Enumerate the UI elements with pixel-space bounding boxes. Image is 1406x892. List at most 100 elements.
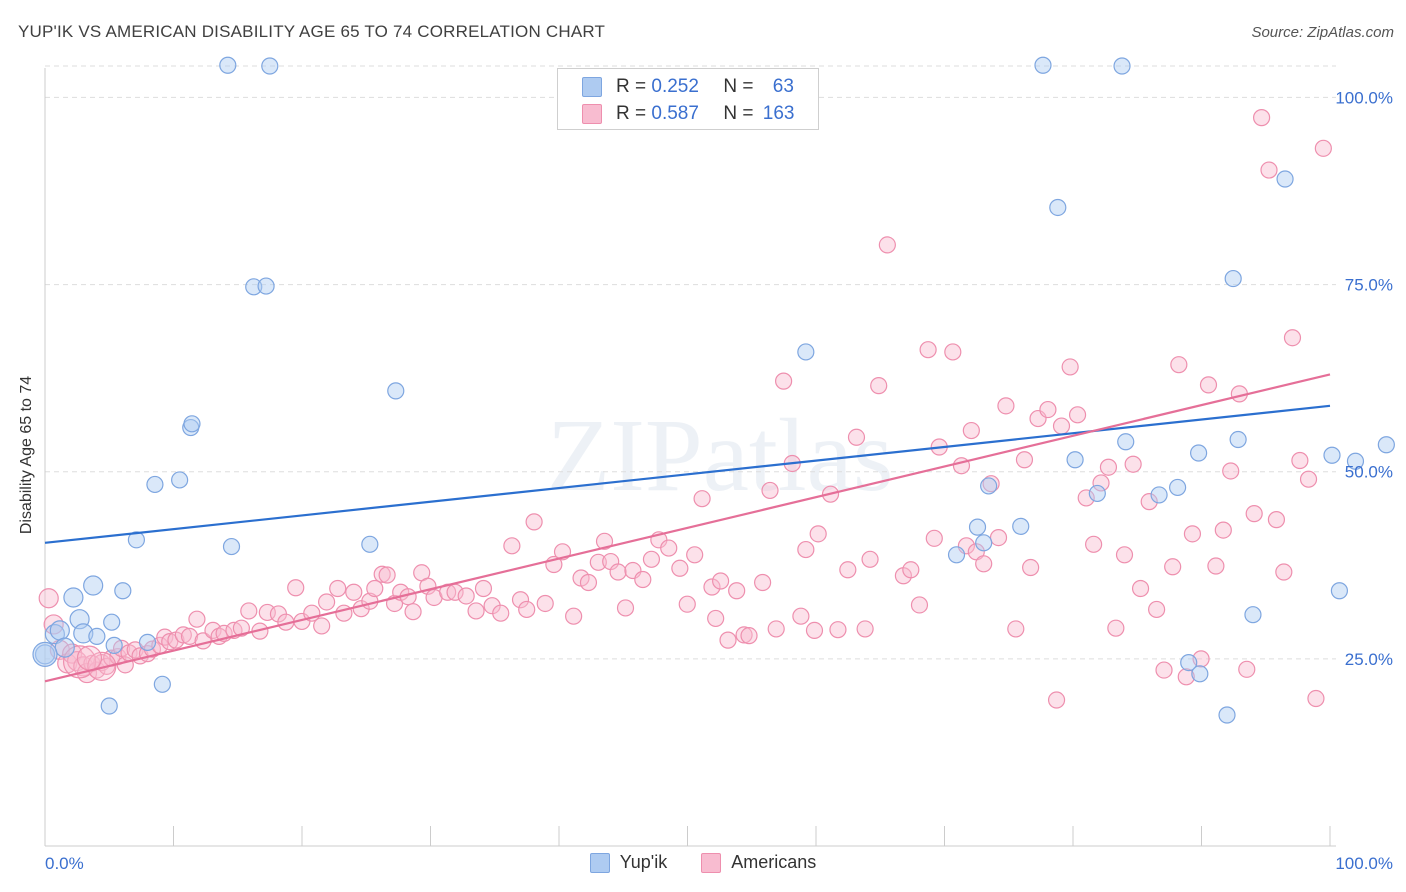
american-point: [1214, 521, 1232, 539]
american-point: [536, 594, 554, 613]
american-point: [1015, 451, 1034, 469]
american-point: [366, 579, 384, 598]
yupik-point: [146, 475, 164, 494]
american-point: [404, 603, 422, 621]
yupik-point: [1169, 478, 1187, 497]
legend-r-label: R =: [616, 103, 652, 124]
american-point: [989, 528, 1008, 547]
american-point: [703, 578, 721, 596]
yupik-point: [387, 382, 405, 400]
american-point: [589, 553, 607, 571]
american-point: [1199, 376, 1218, 394]
yupik-swatch: [582, 77, 602, 97]
american-point: [373, 565, 391, 583]
legend-r-label: R =: [616, 76, 652, 97]
americans-swatch: [582, 104, 602, 124]
american-point: [161, 633, 179, 651]
yupik-point: [1190, 444, 1208, 462]
yupik-point: [261, 57, 279, 75]
yupik-point: [171, 471, 189, 489]
legend-r-value: 0.252: [651, 76, 699, 97]
american-point: [1022, 558, 1040, 577]
american-point: [1245, 505, 1263, 523]
american-point: [1283, 329, 1302, 347]
legend-n-label: N =: [723, 103, 759, 124]
american-point: [767, 620, 785, 638]
american-point: [910, 596, 929, 614]
yupik-point: [100, 697, 118, 715]
yupik-point: [968, 518, 987, 536]
american-point: [1291, 451, 1309, 470]
american-point: [1047, 691, 1066, 709]
american-point: [1085, 535, 1103, 553]
yupik-point: [1180, 653, 1198, 672]
american-point: [240, 602, 258, 620]
american-point: [1314, 139, 1332, 157]
american-point: [735, 626, 753, 644]
american-point: [329, 579, 347, 598]
yupik-point: [1191, 665, 1209, 683]
y-tick-label: 25.0%: [1345, 650, 1393, 669]
yupik-point: [245, 278, 263, 296]
american-point: [180, 627, 199, 646]
american-point: [345, 583, 363, 601]
y-tick-label: 100.0%: [1335, 88, 1393, 107]
yupik-point: [1034, 56, 1052, 74]
yupik-point: [153, 675, 171, 693]
legend-n-value: 63: [772, 76, 794, 97]
americans-swatch: [701, 852, 722, 873]
american-point: [962, 421, 980, 440]
american-point: [1299, 470, 1318, 488]
american-point: [678, 595, 696, 613]
yupik-point: [63, 587, 84, 608]
american-point: [467, 602, 485, 620]
yupik-point: [1330, 582, 1349, 600]
yupik-point: [797, 343, 815, 361]
american-point: [1131, 579, 1150, 598]
yupik-point: [947, 546, 966, 564]
yupik-point: [32, 641, 58, 667]
chart-title: YUP'IK VS AMERICAN DISABILITY AGE 65 TO …: [18, 22, 606, 41]
american-point: [1061, 358, 1079, 376]
american-point: [839, 561, 857, 579]
american-point: [1140, 493, 1158, 511]
american-point: [378, 566, 396, 584]
american-point: [997, 397, 1015, 415]
bottom-legend: Yup'ik Americans: [0, 852, 1406, 873]
american-point: [492, 604, 510, 622]
yupik-point: [127, 531, 145, 549]
american-point: [609, 563, 627, 581]
american-point: [457, 587, 475, 605]
yupik-point: [222, 537, 241, 556]
y-axis-title: Disability Age 65 to 74: [18, 375, 35, 535]
american-point: [847, 428, 866, 446]
american-point: [1260, 161, 1278, 179]
yupik-point: [1066, 451, 1084, 469]
american-point: [1155, 661, 1173, 679]
american-point: [861, 550, 879, 568]
american-point: [792, 607, 810, 625]
american-point: [1115, 546, 1134, 564]
american-point: [944, 343, 962, 361]
american-point: [878, 236, 896, 254]
american-point: [1183, 525, 1202, 543]
x-tick-label: 100.0%: [1335, 854, 1393, 873]
american-point: [503, 537, 521, 555]
y-tick-label: 50.0%: [1345, 463, 1393, 482]
american-point: [313, 617, 331, 635]
legend-n-value: 163: [762, 103, 795, 124]
yupik-point: [1377, 436, 1395, 454]
legend-row-yupik: R = 0.252 N = 63: [582, 74, 794, 100]
american-point: [525, 513, 543, 531]
american-point: [76, 645, 103, 671]
yupik-point: [114, 582, 132, 600]
yupik-point: [1117, 433, 1135, 451]
american-point: [1307, 689, 1325, 708]
yupik-point: [361, 535, 379, 553]
american-point: [829, 621, 847, 639]
yupik-point: [105, 636, 123, 654]
american-point: [1068, 406, 1087, 424]
american-point: [318, 593, 336, 611]
american-point: [809, 525, 827, 543]
